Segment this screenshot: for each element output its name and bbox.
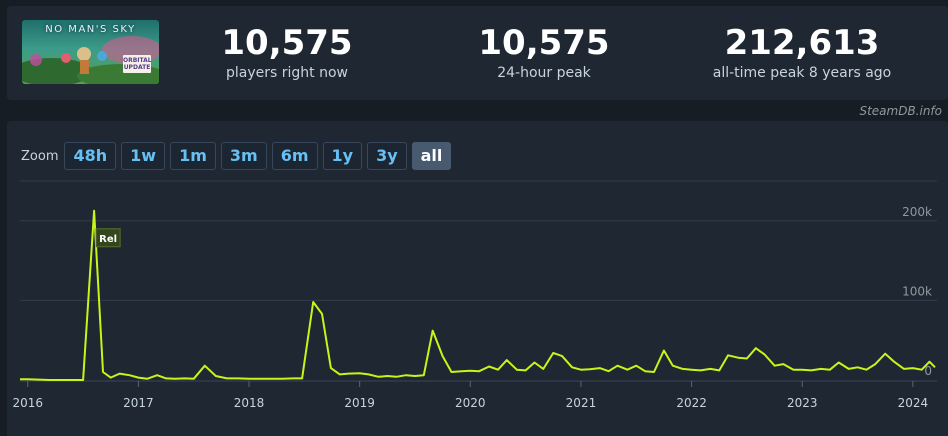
y-tick-label: 100k (902, 284, 932, 298)
x-tick-label: 2024 (898, 396, 929, 410)
stat-all-time-peak: 212,613 all-time peak 8 years ago (697, 24, 907, 82)
x-tick-label: 2019 (344, 396, 375, 410)
annotation-label: Rel (99, 234, 117, 245)
zoom-buttons: 48h 1w 1m 3m 6m 1y 3y all (64, 142, 456, 170)
stat-value: 10,575 (478, 23, 610, 63)
banner-badge: ORBITAL UPDATE (123, 55, 152, 73)
x-tick-label: 2023 (787, 396, 818, 410)
stat-label: players right now (226, 65, 348, 81)
banner-title: NO MAN'S SKY (45, 24, 136, 35)
zoom-label: Zoom (21, 148, 59, 164)
zoom-button-1m[interactable]: 1m (170, 142, 216, 170)
x-tick-label: 2017 (123, 396, 154, 410)
x-tick-label: 2020 (455, 396, 486, 410)
x-tick-label: 2021 (566, 396, 597, 410)
game-banner-image[interactable]: NO MAN'S SKY ORBITAL UPDATE (22, 20, 159, 84)
player-count-chart[interactable]: 200k 100k 0 2016 2017 2018 2019 2020 2021 2022 202… (7, 121, 948, 436)
stat-players-now: 10,575 players right now (205, 24, 369, 82)
zoom-button-1y[interactable]: 1y (322, 142, 363, 170)
annotation-flag (95, 228, 121, 248)
zoom-button-3m[interactable]: 3m (220, 142, 267, 170)
y-tick-label: 0 (924, 364, 932, 378)
zoom-controls: Zoom 48h 1w 1m 3m 6m 1y 3y all (21, 142, 456, 170)
x-tick-label: 2022 (676, 396, 707, 410)
y-tick-label: 200k (902, 205, 932, 219)
stats-card: NO MAN'S SKY ORBITAL UPDATE 10,575 playe… (7, 6, 948, 100)
stat-label: 24-hour peak (497, 65, 591, 81)
x-tick-label: 2016 (12, 396, 43, 410)
x-tick-label: 2018 (234, 396, 265, 410)
chart-card: 200k 100k 0 2016 2017 2018 2019 2020 2021 2022 202… (7, 121, 948, 436)
zoom-button-all[interactable]: all (411, 142, 452, 170)
series-line (20, 209, 936, 381)
stat-label: all-time peak 8 years ago (712, 65, 892, 81)
zoom-button-6m[interactable]: 6m (271, 142, 318, 170)
zoom-button-3y[interactable]: 3y (367, 142, 407, 170)
source-credit-link[interactable]: SteamDB.info (859, 104, 942, 118)
stat-value: 10,575 (221, 23, 353, 63)
zoom-button-1w[interactable]: 1w (121, 142, 166, 170)
stat-24h-peak: 10,575 24-hour peak (462, 24, 626, 82)
stat-value: 212,613 (724, 23, 880, 63)
zoom-button-48h[interactable]: 48h (64, 142, 117, 170)
